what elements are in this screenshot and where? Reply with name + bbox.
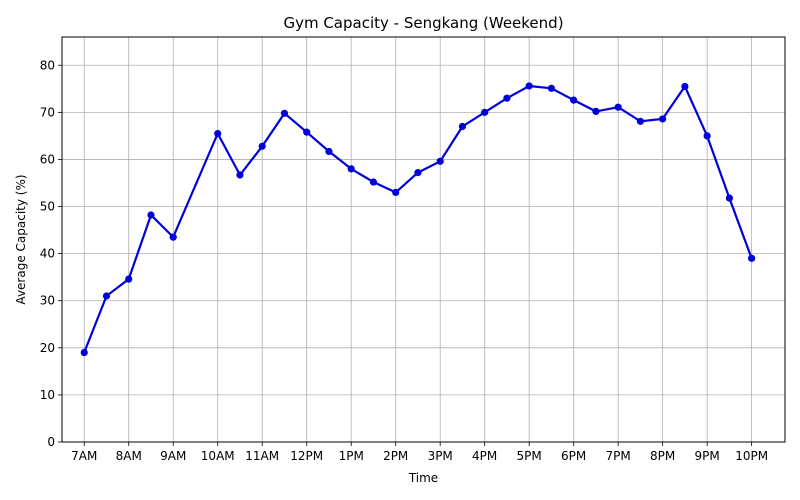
data-point (748, 254, 756, 262)
x-tick-label: 8PM (650, 449, 675, 463)
x-tick-label: 10PM (735, 449, 768, 463)
data-point (503, 94, 511, 102)
data-point (169, 233, 177, 241)
y-tick-label: 0 (47, 435, 55, 449)
y-tick-label: 80 (40, 58, 55, 72)
data-point (258, 142, 266, 150)
data-point (347, 165, 355, 173)
data-point (570, 96, 578, 104)
plot-frame (61, 36, 786, 443)
x-tick-label: 9PM (695, 449, 720, 463)
y-tick-label: 70 (40, 105, 55, 119)
data-point (592, 107, 600, 116)
x-tick-label: 7AM (71, 449, 97, 463)
x-tick-label: 3PM (428, 449, 453, 463)
data-point (525, 82, 533, 90)
series-line (83, 84, 753, 353)
y-tick-label: 50 (40, 200, 55, 214)
y-tick-label: 40 (40, 247, 55, 261)
x-tick-label: 12PM (290, 449, 323, 463)
x-tick-label: 2PM (383, 449, 408, 463)
chart-title: Gym Capacity - Sengkang (Weekend) (283, 14, 563, 32)
x-tick-label: 1PM (339, 449, 364, 463)
x-axis-label: Time (408, 471, 438, 485)
data-point (458, 122, 467, 131)
data-point (214, 129, 222, 138)
x-tick-label: 6PM (561, 449, 586, 463)
x-tick-label: 7PM (606, 449, 631, 463)
data-point (392, 188, 400, 197)
x-tick-label: 10AM (201, 449, 235, 463)
data-point (414, 169, 422, 177)
y-tick-label: 20 (40, 341, 55, 355)
data-point (325, 147, 333, 156)
data-point (659, 115, 667, 123)
data-point (80, 348, 88, 357)
x-tick-label: 5PM (517, 449, 542, 463)
y-tick-label: 10 (40, 388, 55, 402)
data-point (614, 103, 622, 111)
x-axis-ticks: 7AM 8AM 9AM 10AM 11AM 12PM 1PM 2PM 3PM 4PM 5PM 6PM 7… (71, 442, 768, 463)
series-group (80, 82, 756, 357)
y-tick-label: 30 (40, 294, 55, 308)
data-point (481, 108, 489, 116)
grid-lines (62, 37, 785, 443)
data-point (236, 171, 244, 179)
x-tick-label: 11AM (245, 449, 279, 463)
y-axis-ticks: 0 10 20 30 40 50 60 70 80 (40, 58, 62, 449)
data-point (547, 84, 556, 92)
data-point (436, 157, 444, 165)
data-point (725, 194, 733, 202)
x-tick-label: 9AM (160, 449, 186, 463)
data-point (703, 132, 711, 140)
data-point (102, 292, 111, 300)
data-point (303, 128, 311, 136)
x-tick-label: 4PM (472, 449, 497, 463)
data-point (369, 178, 378, 186)
y-tick-label: 60 (40, 152, 55, 166)
data-point (280, 109, 289, 117)
data-point (125, 275, 133, 283)
data-point (147, 211, 155, 219)
y-axis-label: Average Capacity (%) (14, 174, 28, 304)
data-point (636, 117, 645, 125)
data-point (681, 82, 689, 91)
x-tick-label: 8AM (116, 449, 142, 463)
